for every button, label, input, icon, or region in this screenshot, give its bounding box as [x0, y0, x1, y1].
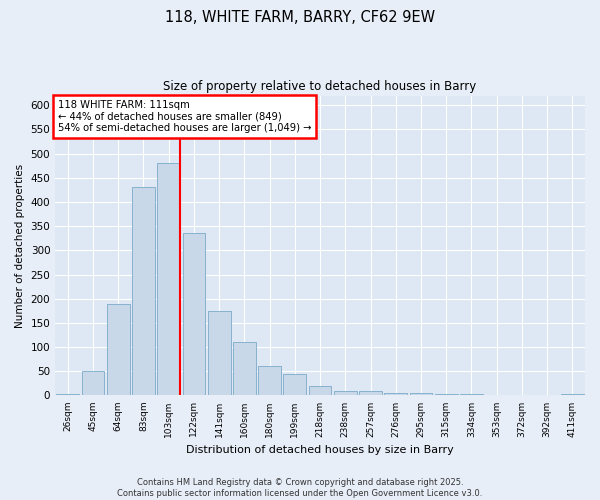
Bar [283, 374, 306, 396]
Bar [334, 390, 356, 396]
Text: 118, WHITE FARM, BARRY, CF62 9EW: 118, WHITE FARM, BARRY, CF62 9EW [165, 10, 435, 25]
Bar [132, 188, 155, 396]
Bar [435, 394, 458, 396]
Bar [309, 386, 331, 396]
Bar [157, 164, 180, 396]
Bar [359, 390, 382, 396]
Bar [561, 394, 584, 396]
Bar [410, 393, 433, 396]
Bar [208, 311, 230, 396]
Bar [107, 304, 130, 396]
Bar [460, 394, 483, 396]
Bar [385, 393, 407, 396]
Bar [182, 234, 205, 396]
X-axis label: Distribution of detached houses by size in Barry: Distribution of detached houses by size … [186, 445, 454, 455]
Bar [56, 394, 79, 396]
Title: Size of property relative to detached houses in Barry: Size of property relative to detached ho… [163, 80, 477, 93]
Bar [233, 342, 256, 396]
Y-axis label: Number of detached properties: Number of detached properties [15, 164, 25, 328]
Text: 118 WHITE FARM: 111sqm
← 44% of detached houses are smaller (849)
54% of semi-de: 118 WHITE FARM: 111sqm ← 44% of detached… [58, 100, 311, 134]
Bar [258, 366, 281, 396]
Text: Contains HM Land Registry data © Crown copyright and database right 2025.
Contai: Contains HM Land Registry data © Crown c… [118, 478, 482, 498]
Bar [82, 371, 104, 396]
